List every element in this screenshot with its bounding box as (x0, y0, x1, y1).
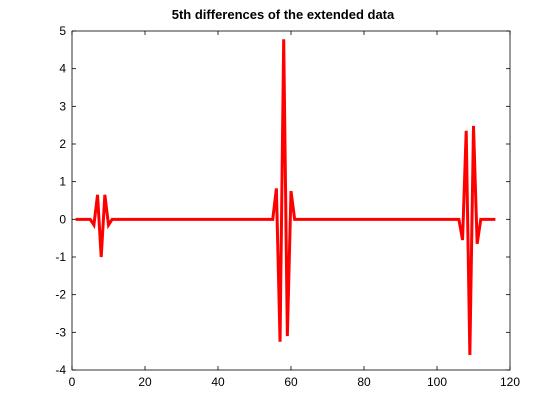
y-tick-label: -3 (55, 325, 66, 339)
x-tick-label: 80 (357, 375, 371, 389)
plot-area: 0 20 40 60 80 100 120 -4 -3 -2 -1 0 1 2 3 4 5 (55, 24, 520, 389)
series-line (75, 39, 496, 355)
x-tick-label: 40 (211, 375, 225, 389)
y-tick-label: 3 (59, 99, 66, 113)
y-tick-label: -2 (55, 288, 66, 302)
x-tick-label: 20 (138, 375, 152, 389)
chart-title: 5th differences of the extended data (172, 7, 395, 22)
x-tick-label: 100 (427, 375, 447, 389)
y-tick-label: 2 (59, 137, 66, 151)
y-tick-label: 1 (59, 175, 66, 189)
y-tick-label: -1 (55, 250, 66, 264)
x-tick-label: 60 (284, 375, 298, 389)
x-tick-label: 120 (500, 375, 520, 389)
y-tick-label: -4 (55, 363, 66, 377)
y-tick-label: 5 (59, 24, 66, 38)
x-tick-label: 0 (69, 375, 76, 389)
y-tick-label: 0 (59, 212, 66, 226)
y-tick-label: 4 (59, 62, 66, 76)
